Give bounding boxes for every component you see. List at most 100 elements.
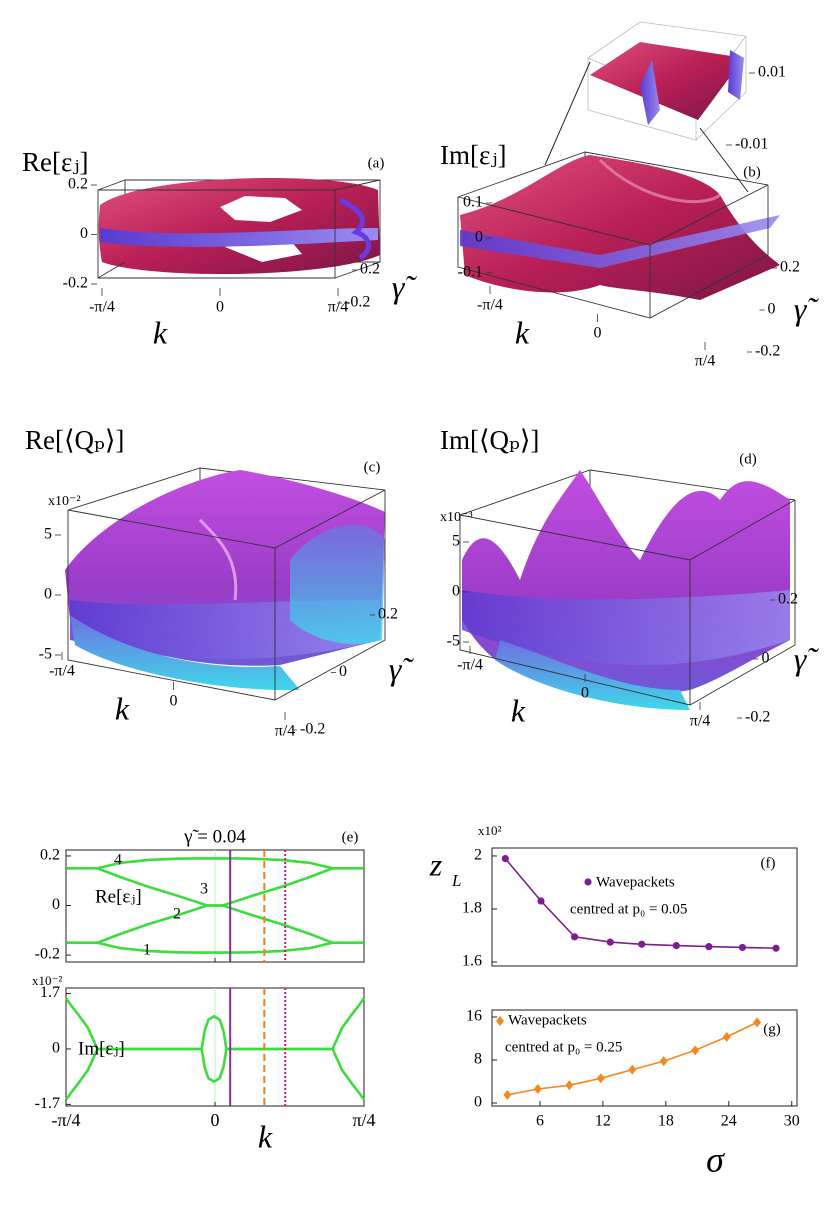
legend-symbol — [584, 878, 592, 886]
y-tick-label: -1.7 — [35, 1095, 60, 1112]
tick-label: 0.1 — [463, 194, 483, 211]
panel-label: (g) — [763, 1021, 781, 1037]
data-point — [565, 1080, 574, 1091]
multiplier: x10⁻³ — [440, 510, 473, 525]
annotation: Re[εⱼ] — [95, 886, 142, 907]
x-tick-label: 24 — [721, 1113, 737, 1130]
tick-label: -0.1 — [458, 264, 483, 281]
legend-label: Wavepackets — [508, 1012, 587, 1028]
y-tick-label: 1.8 — [462, 900, 482, 917]
tick-label: 0 — [216, 299, 224, 316]
x-axis-label: k — [115, 690, 130, 726]
y-tick-label: 1.7 — [40, 984, 60, 1001]
tick-label: 0.01 — [758, 64, 786, 81]
tick-label: -π/4 — [49, 663, 75, 680]
data-line — [66, 941, 364, 954]
data-point — [738, 943, 747, 952]
tick-label: 0 — [581, 685, 589, 702]
y-tick-label: -0.2 — [35, 946, 60, 963]
x-tick-label: 30 — [784, 1113, 800, 1130]
y-axis-label: γ̃ — [794, 290, 820, 326]
tick-label: -5 — [447, 633, 460, 650]
tick-label: 0.2 — [780, 259, 800, 276]
tick-label: -π/4 — [89, 299, 115, 316]
tick-label: -5 — [39, 646, 52, 663]
y-axis-label: γ̃ — [794, 640, 820, 676]
chart-title: Re[εⱼ] — [22, 147, 88, 177]
y-tick-label: 0 — [52, 1040, 60, 1057]
tick-label: 0 — [170, 693, 178, 710]
chart-title: Re[⟨Qₚ⟩] — [25, 425, 124, 455]
data-point — [705, 943, 713, 951]
tick-label: 0 — [80, 225, 88, 242]
tick-label: 0.2 — [778, 591, 798, 608]
y-tick-label: 0 — [52, 896, 60, 913]
tick-label: 0 — [475, 229, 483, 246]
surface-b — [457, 21, 780, 319]
x-axis-label: k — [511, 692, 526, 728]
y-tick-label: 1.6 — [462, 953, 482, 970]
data-point — [722, 1031, 731, 1042]
x-axis-label: k — [258, 1118, 273, 1154]
x-tick-label: -π/4 — [51, 1110, 80, 1130]
panel-label: (e) — [342, 829, 359, 845]
tick-label: 0 — [768, 301, 776, 318]
data-point — [628, 1064, 637, 1075]
plot-frame — [491, 1009, 798, 1107]
legend-label: Wavepackets — [596, 874, 675, 890]
tick-label: -0.2 — [345, 294, 370, 311]
series-label: 4 — [114, 852, 122, 869]
data-line — [65, 997, 365, 1051]
legend-symbol — [496, 1016, 504, 1026]
x-tick-label: π/4 — [352, 1110, 375, 1130]
data-point — [638, 940, 646, 948]
surface-a — [97, 178, 381, 279]
tick-label: 0 — [594, 325, 602, 342]
y-tick-label: 0 — [474, 1094, 482, 1111]
y-tick-label: 8 — [474, 1051, 482, 1068]
tick-label: 5 — [44, 526, 52, 543]
tick-label: 5 — [452, 533, 460, 550]
tick-label: 0.2 — [378, 606, 398, 623]
data-point — [537, 897, 545, 905]
x-tick-label: 12 — [595, 1113, 611, 1130]
tick-label: 0 — [339, 663, 347, 680]
data-point — [503, 1089, 512, 1100]
multiplier: x10⁻² — [48, 494, 81, 509]
tick-label: 0.2 — [360, 261, 380, 278]
data-line — [66, 857, 364, 870]
panel-label: (d) — [739, 451, 757, 467]
y-axis-label: γ̃ — [389, 650, 415, 686]
tick-label: π/4 — [328, 299, 349, 316]
y-axis-label: γ̃ — [392, 268, 418, 304]
series-label: 2 — [173, 906, 181, 923]
data-line — [507, 1021, 758, 1096]
data-line — [96, 904, 334, 944]
tick-label: -π/4 — [477, 297, 503, 314]
tick-label: -0.2 — [300, 721, 325, 738]
data-point — [606, 938, 614, 946]
tick-label: 0 — [762, 650, 770, 667]
tick-label: -0.2 — [63, 275, 88, 292]
tick-label: -π/4 — [457, 657, 483, 674]
surface-d — [459, 469, 796, 710]
data-point — [570, 933, 579, 941]
chart-title: γ̃ = 0.04 — [183, 826, 246, 847]
data-point — [501, 855, 509, 863]
chart-title: Im[εⱼ] — [440, 140, 506, 170]
tick-label: 0 — [44, 586, 52, 603]
x-axis-label: σ — [706, 1139, 725, 1179]
x-axis-label: k — [153, 314, 168, 350]
panel-label: (b) — [743, 164, 761, 180]
annotation: Im[εⱼ] — [78, 1038, 125, 1059]
data-point — [753, 1017, 762, 1028]
y-axis-label: z — [429, 846, 443, 882]
panel-label: (f) — [761, 855, 776, 871]
data-point — [772, 944, 780, 952]
x-tick-label: 6 — [536, 1113, 544, 1130]
data-line — [65, 1047, 365, 1101]
data-point — [533, 1084, 542, 1095]
data-point — [659, 1056, 668, 1067]
x-tick-label: 0 — [211, 1110, 220, 1130]
